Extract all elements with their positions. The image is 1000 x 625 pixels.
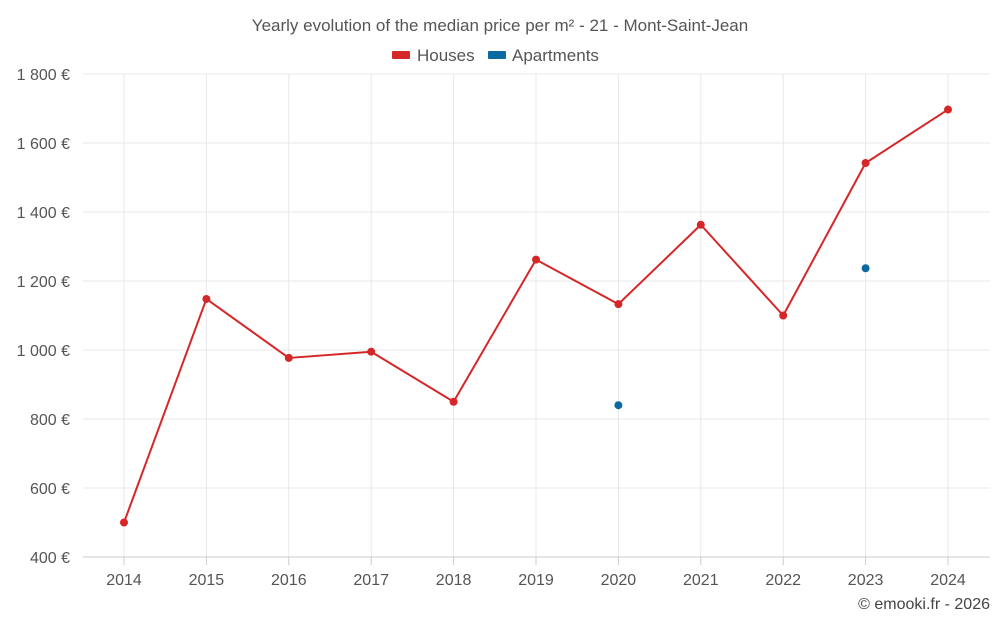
data-point-apartments-2023[interactable]: [861, 264, 870, 273]
x-tick-label: 2022: [765, 572, 801, 589]
x-tick-label: 2016: [271, 572, 307, 589]
series-houses: [120, 105, 952, 527]
legend-item-houses[interactable]: Houses: [392, 46, 475, 65]
axes: 400 € 600 € 800 € 1 000 € 1 200 € 1 400 € 1 60…: [17, 67, 990, 589]
y-tick-label: 1 600 €: [17, 136, 70, 153]
x-tick-label: 2017: [353, 572, 389, 589]
legend-swatch-apartments: [488, 51, 506, 59]
x-tick-label: 2024: [930, 572, 966, 589]
data-point-houses-2014[interactable]: [120, 518, 128, 527]
legend-item-apartments[interactable]: Apartments: [488, 46, 599, 65]
y-tick-label: 400 €: [30, 550, 70, 567]
y-tick-label: 600 €: [30, 481, 70, 498]
y-tick-label: 1 000 €: [17, 343, 70, 360]
data-point-houses-2019[interactable]: [532, 255, 540, 264]
legend-label-houses: Houses: [417, 46, 475, 65]
data-point-houses-2020[interactable]: [614, 300, 623, 309]
y-tick-label: 1 200 €: [17, 274, 70, 291]
series: [120, 105, 952, 527]
grid: [83, 73, 990, 557]
data-point-apartments-2020[interactable]: [614, 401, 623, 410]
credit-text: © emooki.fr - 2026: [858, 596, 990, 613]
x-tick-label: 2019: [518, 572, 554, 589]
y-tick-label: 1 800 €: [17, 67, 70, 84]
data-point-houses-2017[interactable]: [367, 347, 376, 356]
x-tick-label: 2014: [106, 572, 142, 589]
x-tick-label: 2023: [848, 572, 884, 589]
x-tick-label: 2018: [436, 572, 472, 589]
data-point-houses-2015[interactable]: [202, 294, 211, 303]
legend-label-apartments: Apartments: [512, 46, 599, 65]
chart-title: Yearly evolution of the median price per…: [252, 16, 748, 35]
series-apartments: [614, 264, 870, 410]
data-point-houses-2022[interactable]: [779, 311, 788, 320]
x-tick-label: 2021: [683, 572, 719, 589]
legend: Houses Apartments: [392, 46, 599, 65]
x-tick-label: 2020: [601, 572, 637, 589]
legend-swatch-houses: [392, 51, 410, 59]
data-point-houses-2016[interactable]: [284, 353, 293, 362]
y-tick-label: 800 €: [30, 412, 70, 429]
data-point-houses-2018[interactable]: [449, 397, 458, 406]
data-point-houses-2021[interactable]: [696, 220, 705, 229]
y-tick-label: 1 400 €: [17, 205, 70, 222]
data-point-houses-2023[interactable]: [861, 159, 870, 168]
data-point-houses-2024[interactable]: [944, 105, 952, 114]
x-tick-label: 2015: [189, 572, 225, 589]
